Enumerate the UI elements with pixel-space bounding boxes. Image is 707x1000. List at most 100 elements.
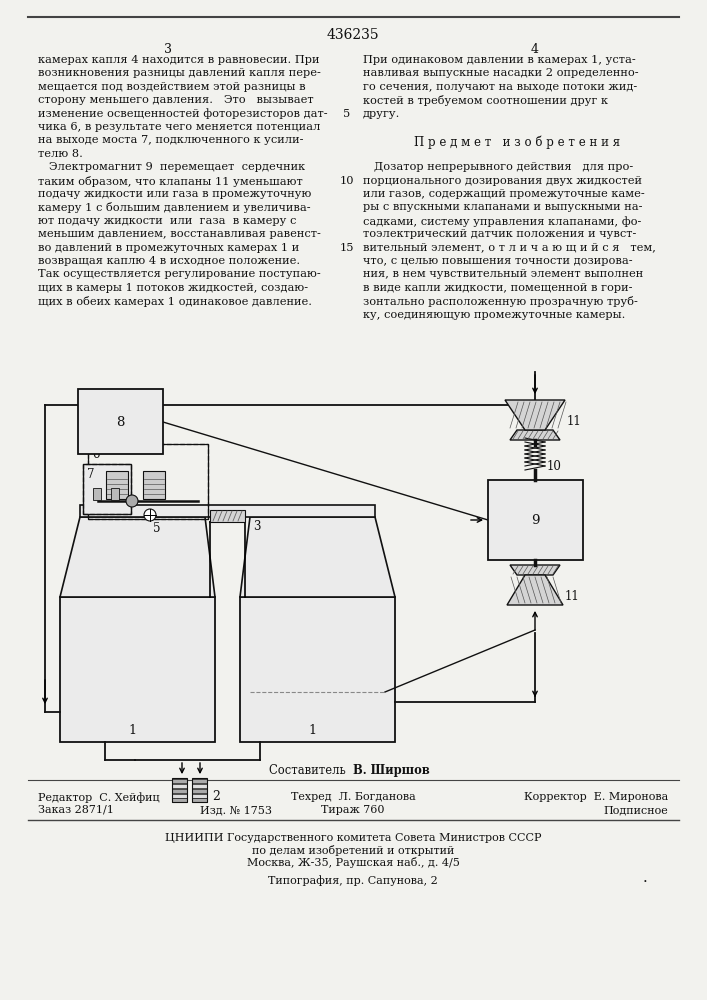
- Text: Изд. № 1753: Изд. № 1753: [200, 805, 272, 815]
- Text: 3: 3: [164, 43, 172, 56]
- Text: телю 8.: телю 8.: [38, 149, 83, 159]
- Text: Редактор  С. Хейфиц: Редактор С. Хейфиц: [38, 792, 160, 803]
- Text: подачу жидкости или газа в промежуточную: подачу жидкости или газа в промежуточную: [38, 189, 311, 199]
- Bar: [143, 471, 165, 499]
- Text: Так осуществляется регулирование поступаю-: Так осуществляется регулирование поступа…: [38, 269, 321, 279]
- Circle shape: [126, 495, 138, 507]
- Text: Подписное: Подписное: [603, 805, 668, 815]
- Text: Заказ 2871/1: Заказ 2871/1: [38, 805, 114, 815]
- Bar: [93, 488, 101, 500]
- Text: 436235: 436235: [327, 28, 380, 42]
- Bar: [172, 798, 187, 802]
- Text: Составитель: Составитель: [269, 764, 353, 777]
- Text: навливая выпускные насадки 2 определенно-: навливая выпускные насадки 2 определенно…: [363, 68, 638, 78]
- Text: 5: 5: [344, 109, 351, 119]
- Text: ·: ·: [643, 875, 648, 889]
- Text: тоэлектрический датчик положения и чувст-: тоэлектрический датчик положения и чувст…: [363, 229, 636, 239]
- Text: во давлений в промежуточных камерах 1 и: во давлений в промежуточных камерах 1 и: [38, 243, 299, 253]
- Text: или газов, содержащий промежуточные каме-: или газов, содержащий промежуточные каме…: [363, 189, 645, 199]
- Text: на выходе моста 7, подключенного к усили-: на выходе моста 7, подключенного к усили…: [38, 135, 303, 145]
- Text: 10: 10: [547, 460, 562, 473]
- Text: 5: 5: [153, 522, 160, 535]
- Text: Тираж 760: Тираж 760: [321, 805, 385, 815]
- Text: щих в обеих камерах 1 одинаковое давление.: щих в обеих камерах 1 одинаковое давлени…: [38, 296, 312, 307]
- Text: Дозатор непрерывного действия   для про-: Дозатор непрерывного действия для про-: [363, 162, 633, 172]
- Text: 11: 11: [565, 590, 580, 603]
- Text: 11: 11: [567, 415, 582, 428]
- Bar: [240, 597, 395, 742]
- Bar: [192, 784, 207, 788]
- Polygon shape: [505, 400, 565, 430]
- Bar: [83, 464, 131, 514]
- Text: возникновения разницы давлений капля пере-: возникновения разницы давлений капля пер…: [38, 68, 321, 78]
- Bar: [192, 794, 207, 798]
- Polygon shape: [510, 430, 560, 440]
- Polygon shape: [240, 517, 395, 597]
- Bar: [106, 471, 128, 499]
- Text: Электромагнит 9  перемещает  сердечник: Электромагнит 9 перемещает сердечник: [38, 162, 305, 172]
- Text: камерах капля 4 находится в равновесии. При: камерах капля 4 находится в равновесии. …: [38, 55, 320, 65]
- Bar: [172, 789, 187, 793]
- Text: сторону меньшего давления.   Это   вызывает: сторону меньшего давления. Это вызывает: [38, 95, 314, 105]
- Bar: [172, 794, 187, 798]
- Bar: [192, 798, 207, 802]
- Text: 8: 8: [116, 416, 124, 428]
- Text: зонтально расположенную прозрачную труб-: зонтально расположенную прозрачную труб-: [363, 296, 638, 307]
- Text: Техред  Л. Богданова: Техред Л. Богданова: [291, 792, 416, 802]
- Bar: [88, 444, 208, 519]
- Text: Москва, Ж-35, Раушская наб., д. 4/5: Москва, Ж-35, Раушская наб., д. 4/5: [247, 857, 460, 868]
- Text: ют подачу жидкости  или  газа  в камеру с: ют подачу жидкости или газа в камеру с: [38, 216, 296, 226]
- Text: изменение освещенностей фоторезисторов дат-: изменение освещенностей фоторезисторов д…: [38, 109, 327, 119]
- Text: При одинаковом давлении в камерах 1, уста-: При одинаковом давлении в камерах 1, уст…: [363, 55, 636, 65]
- Text: 9: 9: [531, 514, 539, 526]
- Text: меньшим давлением, восстанавливая равенст-: меньшим давлением, восстанавливая равенс…: [38, 229, 321, 239]
- Bar: [192, 789, 207, 793]
- Text: 2: 2: [212, 790, 220, 803]
- Bar: [80, 505, 375, 517]
- Text: другу.: другу.: [363, 109, 400, 119]
- Text: 15: 15: [340, 243, 354, 253]
- Text: щих в камеры 1 потоков жидкостей, создаю-: щих в камеры 1 потоков жидкостей, создаю…: [38, 283, 308, 293]
- Text: П р е д м е т   и з о б р е т е н и я: П р е д м е т и з о б р е т е н и я: [414, 135, 621, 149]
- Bar: [210, 510, 245, 522]
- Bar: [488, 480, 583, 560]
- Text: камеру 1 с большим давлением и увеличива-: камеру 1 с большим давлением и увеличива…: [38, 202, 310, 213]
- Text: 7: 7: [87, 468, 95, 481]
- Bar: [88, 444, 208, 519]
- Text: 3: 3: [253, 520, 260, 533]
- Text: таким образом, что клапаны 11 уменьшают: таким образом, что клапаны 11 уменьшают: [38, 176, 303, 187]
- Text: В. Ширшов: В. Ширшов: [353, 764, 430, 777]
- Text: 4: 4: [531, 43, 539, 56]
- Text: ку, соединяющую промежуточные камеры.: ку, соединяющую промежуточные камеры.: [363, 310, 626, 320]
- Polygon shape: [60, 517, 215, 597]
- Bar: [60, 597, 215, 742]
- Text: Корректор  Е. Миронова: Корректор Е. Миронова: [524, 792, 668, 802]
- Text: го сечения, получают на выходе потоки жид-: го сечения, получают на выходе потоки жи…: [363, 82, 637, 92]
- Polygon shape: [510, 565, 560, 575]
- Text: садками, систему управления клапанами, фо-: садками, систему управления клапанами, ф…: [363, 216, 641, 227]
- Bar: [172, 784, 187, 788]
- Text: 4: 4: [122, 493, 129, 506]
- Text: Типография, пр. Сапунова, 2: Типография, пр. Сапунова, 2: [268, 875, 438, 886]
- Text: ЦНИИПИ Государственного комитета Совета Министров СССР: ЦНИИПИ Государственного комитета Совета …: [165, 833, 542, 843]
- Bar: [192, 778, 207, 802]
- Circle shape: [144, 509, 156, 521]
- Text: вительный элемент, о т л и ч а ю щ и й с я   тем,: вительный элемент, о т л и ч а ю щ и й с…: [363, 243, 656, 253]
- Text: костей в требуемом соотношении друг к: костей в требуемом соотношении друг к: [363, 95, 608, 106]
- Bar: [83, 464, 131, 514]
- Text: ния, в нем чувствительный элемент выполнен: ния, в нем чувствительный элемент выполн…: [363, 269, 643, 279]
- Text: ры с впускными клапанами и выпускными на-: ры с впускными клапанами и выпускными на…: [363, 202, 643, 212]
- Text: по делам изобретений и открытий: по делам изобретений и открытий: [252, 845, 454, 856]
- Text: что, с целью повышения точности дозирова-: что, с целью повышения точности дозирова…: [363, 256, 633, 266]
- Bar: [192, 779, 207, 783]
- Text: в виде капли жидкости, помещенной в гори-: в виде капли жидкости, помещенной в гори…: [363, 283, 633, 293]
- Bar: [172, 778, 187, 802]
- Bar: [78, 389, 163, 454]
- Text: мещается под воздействием этой разницы в: мещается под воздействием этой разницы в: [38, 82, 305, 92]
- Text: чика 6, в результате чего меняется потенциал: чика 6, в результате чего меняется потен…: [38, 122, 320, 132]
- Text: 10: 10: [340, 176, 354, 186]
- Polygon shape: [507, 575, 563, 605]
- Text: 1: 1: [128, 724, 136, 737]
- Text: 6: 6: [92, 448, 100, 461]
- Bar: [172, 779, 187, 783]
